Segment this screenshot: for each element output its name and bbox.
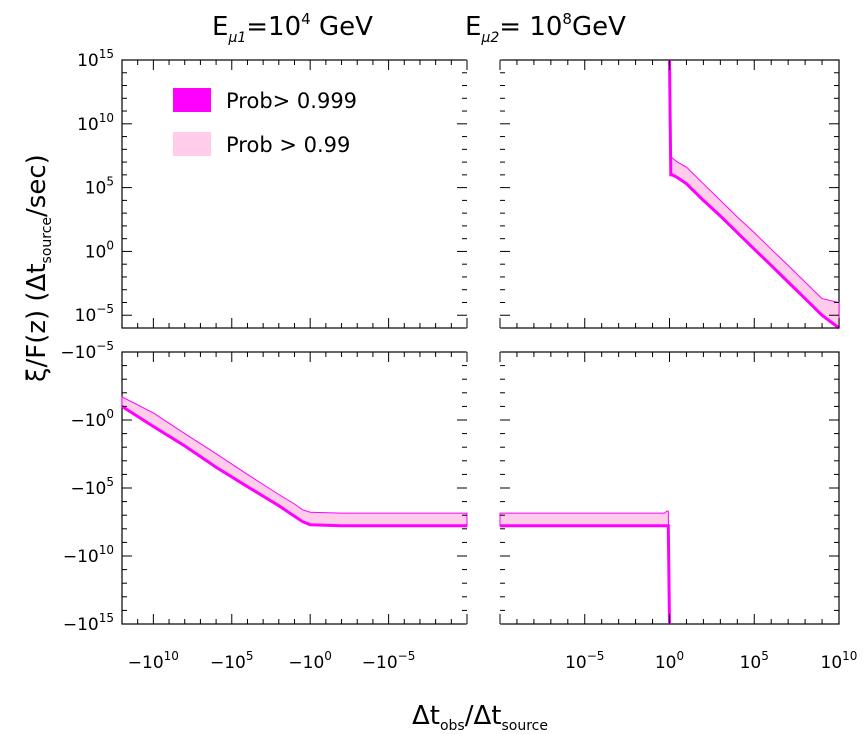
x-left-tick-label: −10−5: [362, 649, 416, 673]
y-bottom-tick-label: −100: [70, 407, 114, 431]
y-top-tick-label: 10−5: [75, 302, 114, 326]
edge-bottom-right: [500, 524, 671, 625]
x-axis-title: Δtobs/Δtsource: [412, 701, 548, 734]
y-bottom-tick-label: −10−5: [60, 339, 114, 363]
axis-tick-labels: 1015 1010 105 100 10−5 −10−5 −100 −105 −1010 −101…: [60, 47, 857, 673]
x-left-tick-label: −105: [210, 649, 254, 673]
chart-title-left: Eμ1=104 GeV: [212, 10, 373, 46]
y-top-tick-label: 105: [85, 175, 114, 199]
y-bottom-tick-label: −1010: [63, 543, 114, 567]
legend-label-prob-0999: Prob> 0.999: [226, 89, 357, 113]
y-bottom-tick-label: −105: [70, 475, 114, 499]
x-left-tick-label: −1010: [128, 649, 179, 673]
edge-bottom-left: [121, 405, 467, 528]
x-right-tick-label: 1010: [821, 649, 858, 673]
y-bottom-tick-label: −1015: [63, 611, 114, 635]
axis-ticks: [121, 59, 840, 625]
legend-swatch-prob-099: [173, 132, 211, 156]
legend-swatch-prob-0999: [173, 88, 211, 112]
x-right-tick-label: 100: [655, 649, 684, 673]
edge-top-right: [668, 59, 840, 330]
x-right-tick-label: 105: [740, 649, 769, 673]
y-top-tick-label: 1015: [77, 47, 114, 71]
x-right-tick-label: 10−5: [565, 649, 604, 673]
x-left-tick-label: −100: [288, 649, 332, 673]
chart-title-right: Eμ2= 108GeV: [465, 10, 626, 46]
band-bottom-right: [499, 510, 670, 625]
band-bottom-left: [121, 396, 468, 527]
y-top-tick-label: 100: [85, 238, 114, 262]
panel-bottom-left-frame: [121, 351, 468, 625]
legend: Prob> 0.999 Prob > 0.99: [173, 88, 357, 157]
legend-label-prob-099: Prob > 0.99: [226, 133, 350, 157]
y-top-tick-label: 1010: [77, 111, 114, 135]
y-axis-title: ξ/F(z) (Δtsource/sec): [22, 154, 55, 382]
